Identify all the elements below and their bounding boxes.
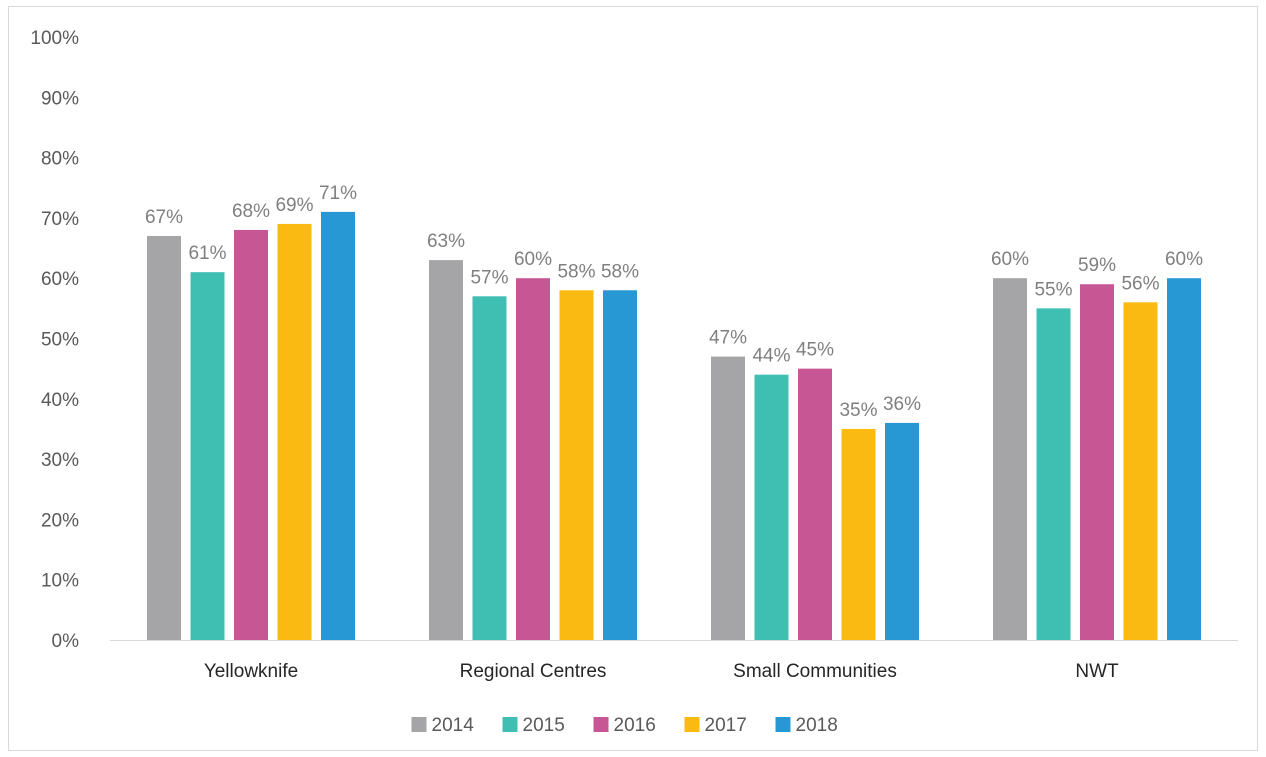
data-label: 69% [275,195,313,216]
legend-swatch-2018 [775,717,791,732]
x-axis: Yellowknife Regional Centres Small Communi… [110,640,1238,682]
y-tick-label: 90% [41,88,79,109]
x-category-label: Yellowknife [204,661,298,682]
y-tick-label: 70% [41,209,79,230]
data-label: 59% [1078,255,1116,276]
data-label: 58% [601,261,639,282]
data-label: 71% [319,183,357,204]
legend-swatch-2014 [411,717,427,732]
data-label: 57% [470,267,508,288]
bar-2018 [1167,278,1201,640]
bar-2018 [885,422,919,640]
legend-label: 2018 [796,715,838,736]
data-label: 44% [752,346,790,367]
y-tick-label: 40% [41,390,79,411]
bar-2018 [321,211,355,640]
y-tick-label: 100% [30,28,79,49]
data-label: 68% [232,201,270,222]
x-category-label: Regional Centres [460,661,607,682]
legend-swatch-2015 [502,717,518,732]
bar-2017 [841,428,876,640]
data-label: 63% [427,231,465,252]
y-tick-label: 50% [41,330,79,351]
bar-2014 [993,278,1027,640]
data-label: 35% [839,400,877,421]
y-tick-label: 20% [41,510,79,531]
bar-2017 [277,223,312,640]
legend-label: 2014 [432,715,475,736]
legend-label: 2017 [705,715,747,736]
data-label: 67% [145,207,183,228]
legend-label: 2015 [523,715,565,736]
bar-2017 [559,290,594,640]
bar-2015 [472,296,507,640]
data-label: 60% [1165,249,1203,270]
data-label: 56% [1121,273,1159,294]
data-label: 47% [709,328,747,349]
data-label: 45% [796,340,834,361]
bar-2016 [798,368,832,640]
bar-2016 [1080,284,1114,640]
data-label: 55% [1034,279,1072,300]
bar-2014 [429,260,463,640]
data-labels: 67%61%68% 69%71%63%57%60%58% 58%47%44% 45%3… [145,183,1203,421]
data-label: 58% [557,261,595,282]
x-category-label: NWT [1075,661,1119,682]
bar-2014 [711,356,745,640]
bar-2017 [1123,302,1158,640]
legend-swatch-2016 [593,717,609,732]
bar-2016 [516,278,550,640]
bar-2016 [234,229,268,640]
y-tick-label: 0% [52,631,80,652]
data-label: 60% [991,249,1029,270]
legend-swatch-2017 [684,717,700,732]
y-tick-label: 30% [41,450,79,471]
data-label: 36% [883,394,921,415]
bar-2015 [190,272,225,640]
data-label: 61% [188,243,226,264]
legend: 2014 2015 2016 2017 2018 [411,715,838,736]
bar-2018 [603,290,637,640]
data-label: 60% [514,249,552,270]
y-axis: 0% 10% 20% 30% 40% 50% 60% 70% 80% 90% 100% [30,28,79,652]
x-category-label: Small Communities [733,661,897,682]
y-tick-label: 60% [41,269,79,290]
bar-2014 [147,235,181,641]
bar-2015 [754,374,789,640]
y-tick-label: 10% [41,571,79,592]
legend-label: 2016 [614,715,656,736]
bars [147,211,1201,641]
bar-2015 [1036,308,1071,640]
y-tick-label: 80% [41,149,79,170]
